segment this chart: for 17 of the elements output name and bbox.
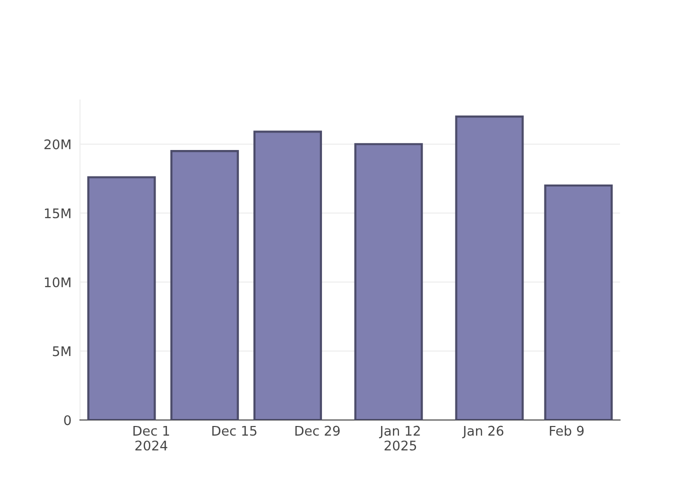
y-tick-label: 10M — [44, 277, 70, 288]
bar — [87, 176, 156, 420]
x-tick-label: Feb 9 — [550, 426, 584, 436]
x-tick-label: Dec 29 — [295, 426, 340, 436]
bar — [455, 116, 524, 420]
y-tick-label: 5M — [52, 346, 70, 356]
bar — [354, 143, 423, 420]
x-tick-label: Dec 1 2024 — [133, 426, 170, 451]
bar — [544, 184, 613, 420]
bar — [253, 130, 322, 420]
x-tick-label: Jan 12 2025 — [379, 426, 420, 451]
x-tick-label: Dec 15 — [212, 426, 256, 436]
bar — [170, 150, 239, 420]
x-tick-label: Jan 26 — [462, 426, 504, 438]
y-tick-label: 20M — [44, 139, 70, 150]
y-tick-label: 0 — [64, 415, 71, 426]
y-tick-label: 15M — [44, 208, 70, 218]
